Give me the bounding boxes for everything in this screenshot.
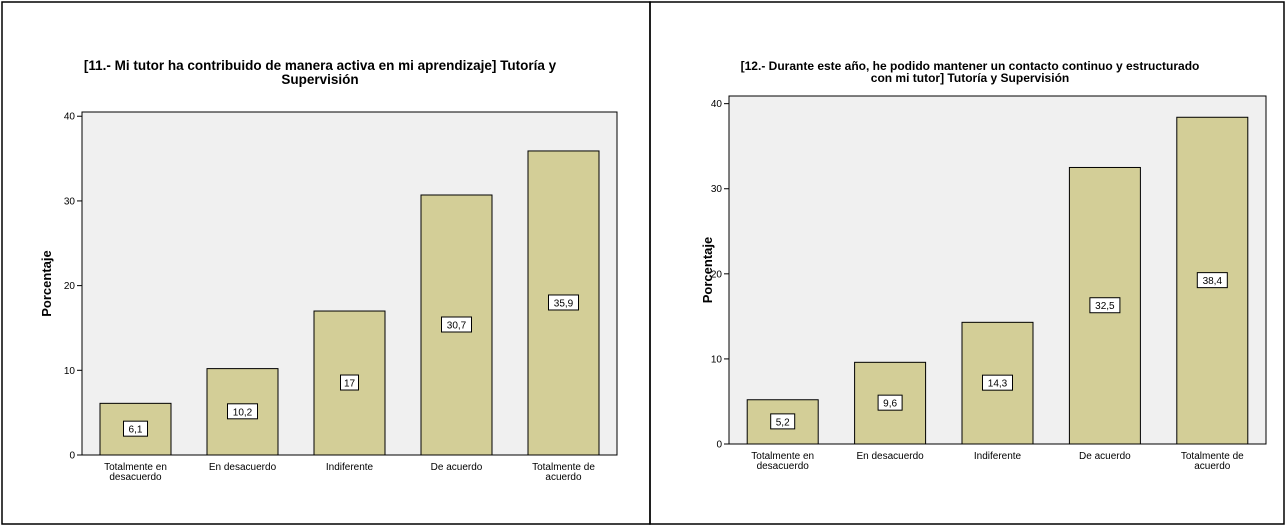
data-label: 9,6 (883, 399, 897, 410)
data-label-box (982, 374, 1013, 391)
x-tick-label: Totalmente de (1181, 451, 1244, 462)
y-tick-label: 40 (711, 99, 723, 110)
y-tick-label: 30 (711, 184, 723, 195)
data-label: 32,5 (1095, 301, 1115, 312)
data-label: 35,9 (554, 298, 574, 309)
y-tick-label: 40 (64, 112, 76, 123)
x-tick-label: Totalmente en (751, 451, 814, 462)
x-tick-label: Indiferente (974, 451, 1022, 462)
data-label-box (123, 420, 148, 437)
x-tick-label: De acuerdo (1079, 451, 1131, 462)
chart-title-line-1: [11.- Mi tutor ha contribuido de manera … (84, 58, 557, 73)
data-label: 17 (344, 379, 356, 390)
data-label-box (340, 374, 359, 391)
chart-title-line-2: con mi tutor] Tutoría y Supervisión (871, 71, 1069, 85)
data-label: 5,2 (776, 417, 790, 428)
x-tick-label: acuerdo (545, 472, 582, 483)
x-tick-label: En desacuerdo (209, 462, 277, 473)
y-axis-label: Porcentaje (700, 237, 715, 303)
data-label-box (441, 316, 472, 333)
x-tick-label: desacuerdo (109, 472, 162, 483)
data-label-box (1196, 272, 1228, 289)
x-tick-label: desacuerdo (757, 461, 810, 472)
y-tick-label: 10 (711, 354, 723, 365)
chart-title-line-1: [12.- Durante este año, he podido manten… (741, 59, 1200, 73)
data-label: 10,2 (233, 407, 253, 418)
data-label-box (770, 413, 796, 430)
x-tick-label: Totalmente en (104, 462, 167, 473)
chart-2: [12.- Durante este año, he podido manten… (649, 1, 1285, 525)
data-label-box (548, 294, 579, 311)
x-tick-label: En desacuerdo (856, 451, 924, 462)
y-tick-label: 20 (64, 281, 76, 292)
x-tick-label: Indiferente (326, 462, 374, 473)
chart-title-line-2: Supervisión (281, 72, 358, 87)
y-tick-label: 10 (64, 366, 76, 377)
y-tick-label: 20 (711, 269, 723, 280)
chart-1: [11.- Mi tutor ha contribuido de manera … (1, 1, 651, 525)
data-label-box (877, 394, 903, 411)
data-label-box (1089, 297, 1121, 314)
panel-border (649, 1, 1285, 525)
y-tick-label: 0 (716, 440, 722, 451)
x-tick-label: De acuerdo (431, 462, 483, 473)
x-tick-label: acuerdo (1194, 461, 1231, 472)
data-label-box (227, 403, 258, 420)
data-label: 38,4 (1203, 276, 1223, 287)
data-label: 30,7 (447, 320, 467, 331)
data-label: 14,3 (988, 379, 1008, 390)
x-tick-label: Totalmente de (532, 462, 595, 473)
y-tick-label: 0 (69, 451, 75, 462)
y-tick-label: 30 (64, 196, 76, 207)
y-axis-label: Porcentaje (39, 250, 54, 316)
data-label: 6,1 (129, 425, 143, 436)
